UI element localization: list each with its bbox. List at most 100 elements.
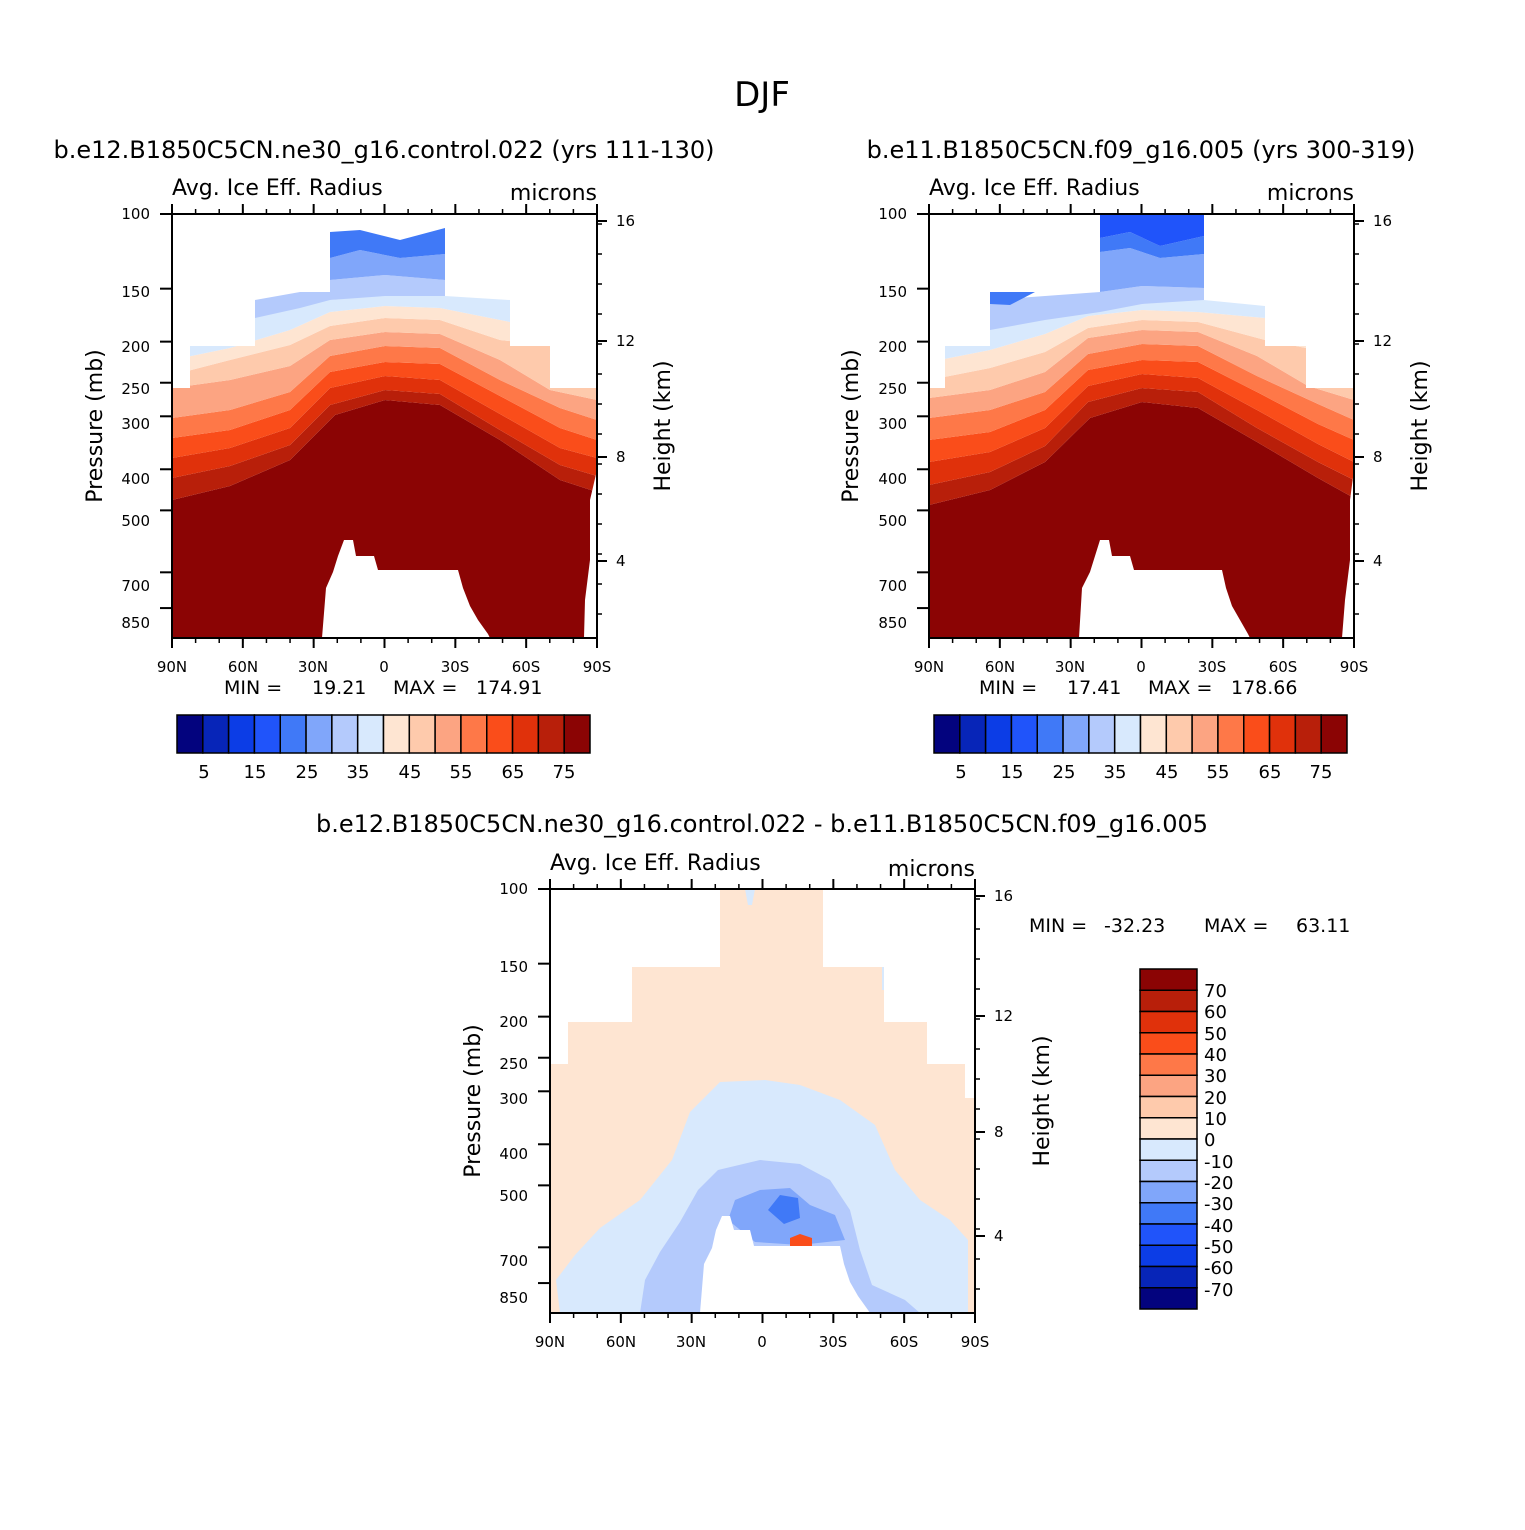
panel-b-colorbar-label: 15: [1001, 762, 1024, 783]
panel-a-colorbar-label: 75: [553, 762, 576, 783]
panel-b-colorbar-label: 5: [955, 762, 966, 783]
panel-b-colorbar-box: [1217, 714, 1245, 754]
panel-c-colorbar-box: [1139, 1074, 1198, 1098]
panel-b-band-10: [990, 286, 1204, 330]
panel-a-xtick: 90S: [583, 658, 612, 676]
panel-b-band-5: [929, 344, 1354, 440]
panel-a-band-12: [330, 228, 445, 258]
panel-b-band-4: [929, 360, 1354, 462]
panel-a-xtick: 60S: [512, 658, 541, 676]
panel-c-colorbar-box: [1139, 1138, 1198, 1161]
panel-c-ytick: 400: [499, 1145, 528, 1163]
panel-a-colorbar-box: [511, 714, 540, 754]
panel-a-colorbar-box: [356, 714, 385, 754]
panel-c-units: microns: [888, 857, 975, 882]
panel-c-colorbar-box: [1139, 1287, 1198, 1310]
panel-b-xtick: 90N: [914, 658, 944, 676]
panel-a-ytick: 250: [121, 380, 150, 398]
panel-c-colorbar-label: -70: [1204, 1280, 1233, 1301]
panel-b-ytick-right: 8: [1373, 448, 1383, 466]
panel-a-colorbar-box: [305, 714, 333, 754]
panel-c-ytick: 700: [499, 1252, 528, 1270]
panel-a-colorbar-labels: 5 15 25 35 45 55 65 75: [198, 762, 575, 783]
panel-a-ylabel-right: Height (km): [651, 360, 676, 491]
panel-c-field-label: Avg. Ice Eff. Radius: [550, 851, 761, 876]
panel-b-ylabel-right: Height (km): [1408, 360, 1433, 491]
panel-c-colorbar-box: [1139, 1180, 1198, 1204]
panel-a-colorbar-box: [537, 714, 565, 754]
panel-b-max-value: 178.66: [1231, 677, 1297, 699]
panel-a-mask-right: [584, 470, 597, 638]
panel-c-colorbar-label: 20: [1204, 1088, 1227, 1109]
panel-a-field-label: Avg. Ice Eff. Radius: [172, 176, 383, 201]
panel-c-colorbar: [1139, 968, 1198, 1310]
panel-a-colorbar-label: 5: [198, 762, 209, 783]
panel-a-ytick-right: 8: [616, 448, 626, 466]
panel-c-max-value: 63.11: [1296, 915, 1350, 937]
panel-a-colorbar-label: 15: [244, 762, 267, 783]
panel-c-colorbar-box: [1139, 1095, 1198, 1119]
panel-b-colorbar-label: 35: [1104, 762, 1127, 783]
panel-c-ytick: 850: [499, 1289, 528, 1307]
panel-a-units: microns: [510, 181, 597, 206]
panel-a-mask-bottom: [322, 540, 490, 638]
panel-b-field: [929, 214, 1354, 638]
panel-b-band-8: [929, 310, 1354, 380]
panel-b-ytick: 400: [878, 470, 907, 488]
panel-b-min-label: MIN =: [979, 677, 1037, 699]
panel-c-min-label: MIN =: [1029, 915, 1087, 937]
panel-c-xtick: 30N: [676, 1333, 706, 1351]
panel-a-ytick: 100: [121, 205, 150, 223]
panel-b-ytick: 150: [878, 283, 907, 301]
panel-a-colorbar-box: [408, 714, 436, 754]
panel-c-xtick: 60S: [890, 1333, 919, 1351]
panel-a-colorbar-box: [253, 714, 281, 754]
panel-c-band-negative-4: [768, 1195, 800, 1224]
panel-a-colorbar-label: 35: [347, 762, 370, 783]
panel-a-colorbar-box: [331, 714, 359, 754]
panel-a-colorbar-box: [486, 714, 514, 754]
panel-b-band-13: [1100, 214, 1204, 246]
panel-c-colorbar-box: [1139, 1265, 1198, 1289]
panel-b-units: microns: [1267, 181, 1354, 206]
panel-a-band-1: [172, 400, 597, 638]
panel-b-colorbar-box: [1320, 714, 1348, 754]
panel-a-band-4: [172, 362, 597, 458]
panel-b-colorbar-box: [1113, 714, 1142, 754]
panel-c-title: b.e12.B1850C5CN.ne30_g16.control.022 - b…: [316, 810, 1208, 838]
panel-c-ylabel-right: Height (km): [1030, 1035, 1055, 1166]
panel-b-max-label: MAX =: [1148, 677, 1212, 699]
panel-b-colorbar-box: [1268, 714, 1297, 754]
panel-a-min-value: 19.21: [312, 677, 366, 699]
panel-c-ytick-right: 16: [994, 887, 1013, 905]
panel-b: b.e11.B1850C5CN.f09_g16.005 (yrs 300-319…: [839, 136, 1433, 783]
panel-b-title: b.e11.B1850C5CN.f09_g16.005 (yrs 300-319…: [867, 136, 1416, 164]
panel-b-ytick: 700: [878, 577, 907, 595]
panel-c-ytick: 100: [499, 880, 528, 898]
panel-a-field: [172, 214, 597, 638]
panel-a-colorbar-box: [279, 714, 307, 754]
panel-b-axes: 100 150 200 250 300 400 500 700 850 16 1…: [878, 204, 1392, 676]
panel-a-ytick-right: 12: [616, 332, 635, 350]
panel-b-colorbar-box: [1139, 714, 1168, 754]
panel-b-colorbar-box: [1036, 714, 1064, 754]
panel-b-band-3: [929, 374, 1354, 485]
panel-b-band-11: [1100, 248, 1204, 292]
panel-a-colorbar-label: 55: [450, 762, 473, 783]
panel-c-xtick: 90S: [961, 1333, 990, 1351]
panel-a-colorbar-box: [382, 714, 411, 754]
panel-a-ytick: 300: [121, 415, 150, 433]
panel-b-colorbar-box: [1088, 714, 1116, 754]
panel-b-colorbar: [933, 714, 1348, 754]
panel-b-band-2: [929, 388, 1354, 505]
panel-b-colorbar-label: 65: [1259, 762, 1282, 783]
panel-c-min-value: -32.23: [1104, 915, 1165, 937]
panel-b-colorbar-box: [1165, 714, 1193, 754]
panel-a-xtick: 30S: [441, 658, 470, 676]
panel-a-xtick: 60N: [228, 658, 258, 676]
panel-c-colorbar-label: 0: [1204, 1130, 1215, 1151]
panel-c-colorbar-label: 40: [1204, 1045, 1227, 1066]
panel-b-colorbar-box: [933, 714, 961, 754]
panel-a-xtick: 90N: [157, 658, 187, 676]
